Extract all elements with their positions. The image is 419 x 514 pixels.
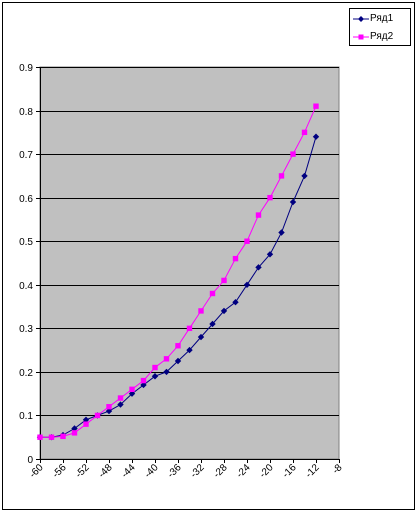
x-tick-label: -16 bbox=[281, 462, 299, 480]
legend-label-series-2: Ряд2 bbox=[370, 31, 394, 42]
series-2-point bbox=[94, 412, 101, 419]
y-tick-label: 0.7 bbox=[19, 150, 33, 161]
y-tick-label: 0.5 bbox=[19, 237, 33, 248]
legend-entry-series-1: Ряд1 bbox=[350, 11, 410, 27]
series-1-point bbox=[186, 346, 193, 354]
series-2-point bbox=[255, 212, 262, 218]
series-1-point bbox=[289, 198, 297, 206]
x-tick-label: -28 bbox=[212, 462, 230, 480]
series-1-point bbox=[220, 307, 228, 315]
series-2-point bbox=[163, 356, 170, 362]
series-2-point bbox=[301, 129, 308, 136]
series-2-point bbox=[278, 173, 285, 179]
series-2-point bbox=[313, 103, 319, 109]
x-tick-label: -12 bbox=[304, 462, 322, 480]
series-2-point bbox=[140, 377, 147, 384]
series-2-point bbox=[198, 308, 204, 314]
series-2-point bbox=[37, 434, 43, 440]
series-1-point bbox=[266, 251, 274, 258]
series-2-point bbox=[60, 433, 66, 440]
y-tick-label: 0.8 bbox=[19, 107, 33, 118]
series-1-point bbox=[82, 416, 90, 423]
series-2-point bbox=[186, 325, 193, 332]
y-tick-label: 0.6 bbox=[19, 194, 33, 205]
x-tick-label: -56 bbox=[51, 462, 69, 480]
series-1-point bbox=[278, 229, 285, 236]
legend-swatch-series-1 bbox=[353, 16, 369, 22]
series-2-point bbox=[152, 364, 158, 371]
series-2-point bbox=[106, 404, 112, 410]
series-2-point bbox=[221, 277, 227, 284]
plot-area bbox=[39, 66, 340, 460]
series-1-point bbox=[209, 320, 216, 328]
series-1-point bbox=[71, 425, 78, 432]
x-tick-label: -44 bbox=[120, 462, 138, 480]
series-1-point bbox=[140, 381, 147, 389]
series-2-point bbox=[244, 238, 250, 244]
series-2-point bbox=[209, 290, 216, 297]
series-1-point bbox=[312, 133, 320, 140]
y-tick-label: 0 bbox=[27, 455, 33, 466]
series-2-point bbox=[48, 434, 55, 440]
legend: Ряд1 Ряд2 bbox=[349, 8, 411, 46]
series-1-point bbox=[232, 299, 239, 306]
series-1-point bbox=[174, 357, 182, 365]
x-tick-label: -40 bbox=[143, 462, 161, 480]
x-tick-label: -36 bbox=[166, 462, 184, 480]
x-tick-label: -24 bbox=[235, 462, 253, 480]
series-2-point bbox=[232, 255, 239, 262]
y-tick-label: 0.4 bbox=[19, 281, 33, 292]
series-2-point bbox=[267, 194, 273, 201]
x-tick-label: -32 bbox=[189, 462, 207, 480]
legend-swatch-series-2 bbox=[353, 34, 369, 40]
series-1-point bbox=[163, 368, 170, 376]
series-1-point bbox=[117, 401, 124, 408]
series-2-point bbox=[175, 343, 181, 349]
series-2-point bbox=[117, 395, 124, 401]
x-tick-label: -48 bbox=[97, 462, 115, 480]
y-tick-label: 0.3 bbox=[19, 324, 33, 335]
x-tick-label: -8 bbox=[331, 462, 345, 476]
legend-label-series-1: Ряд1 bbox=[370, 13, 394, 24]
series-2-point bbox=[290, 151, 296, 157]
series-1-point bbox=[301, 172, 308, 180]
x-tick-label: -20 bbox=[258, 462, 276, 480]
y-tick-label: 0.9 bbox=[19, 63, 33, 74]
series-1-point bbox=[255, 264, 262, 271]
y-tick-label: 0.2 bbox=[19, 368, 33, 379]
x-tick-label: -52 bbox=[74, 462, 92, 480]
series-2-point bbox=[83, 421, 89, 427]
series-2-point bbox=[129, 386, 135, 393]
legend-entry-series-2: Ряд2 bbox=[350, 29, 410, 45]
series-2-point bbox=[71, 430, 78, 436]
series-1-point bbox=[128, 390, 136, 397]
series-1-point bbox=[197, 333, 205, 341]
y-tick-label: 0.1 bbox=[19, 411, 33, 422]
series-1-point bbox=[151, 373, 159, 380]
series-1-point bbox=[105, 407, 113, 415]
series-1-point bbox=[243, 281, 251, 288]
